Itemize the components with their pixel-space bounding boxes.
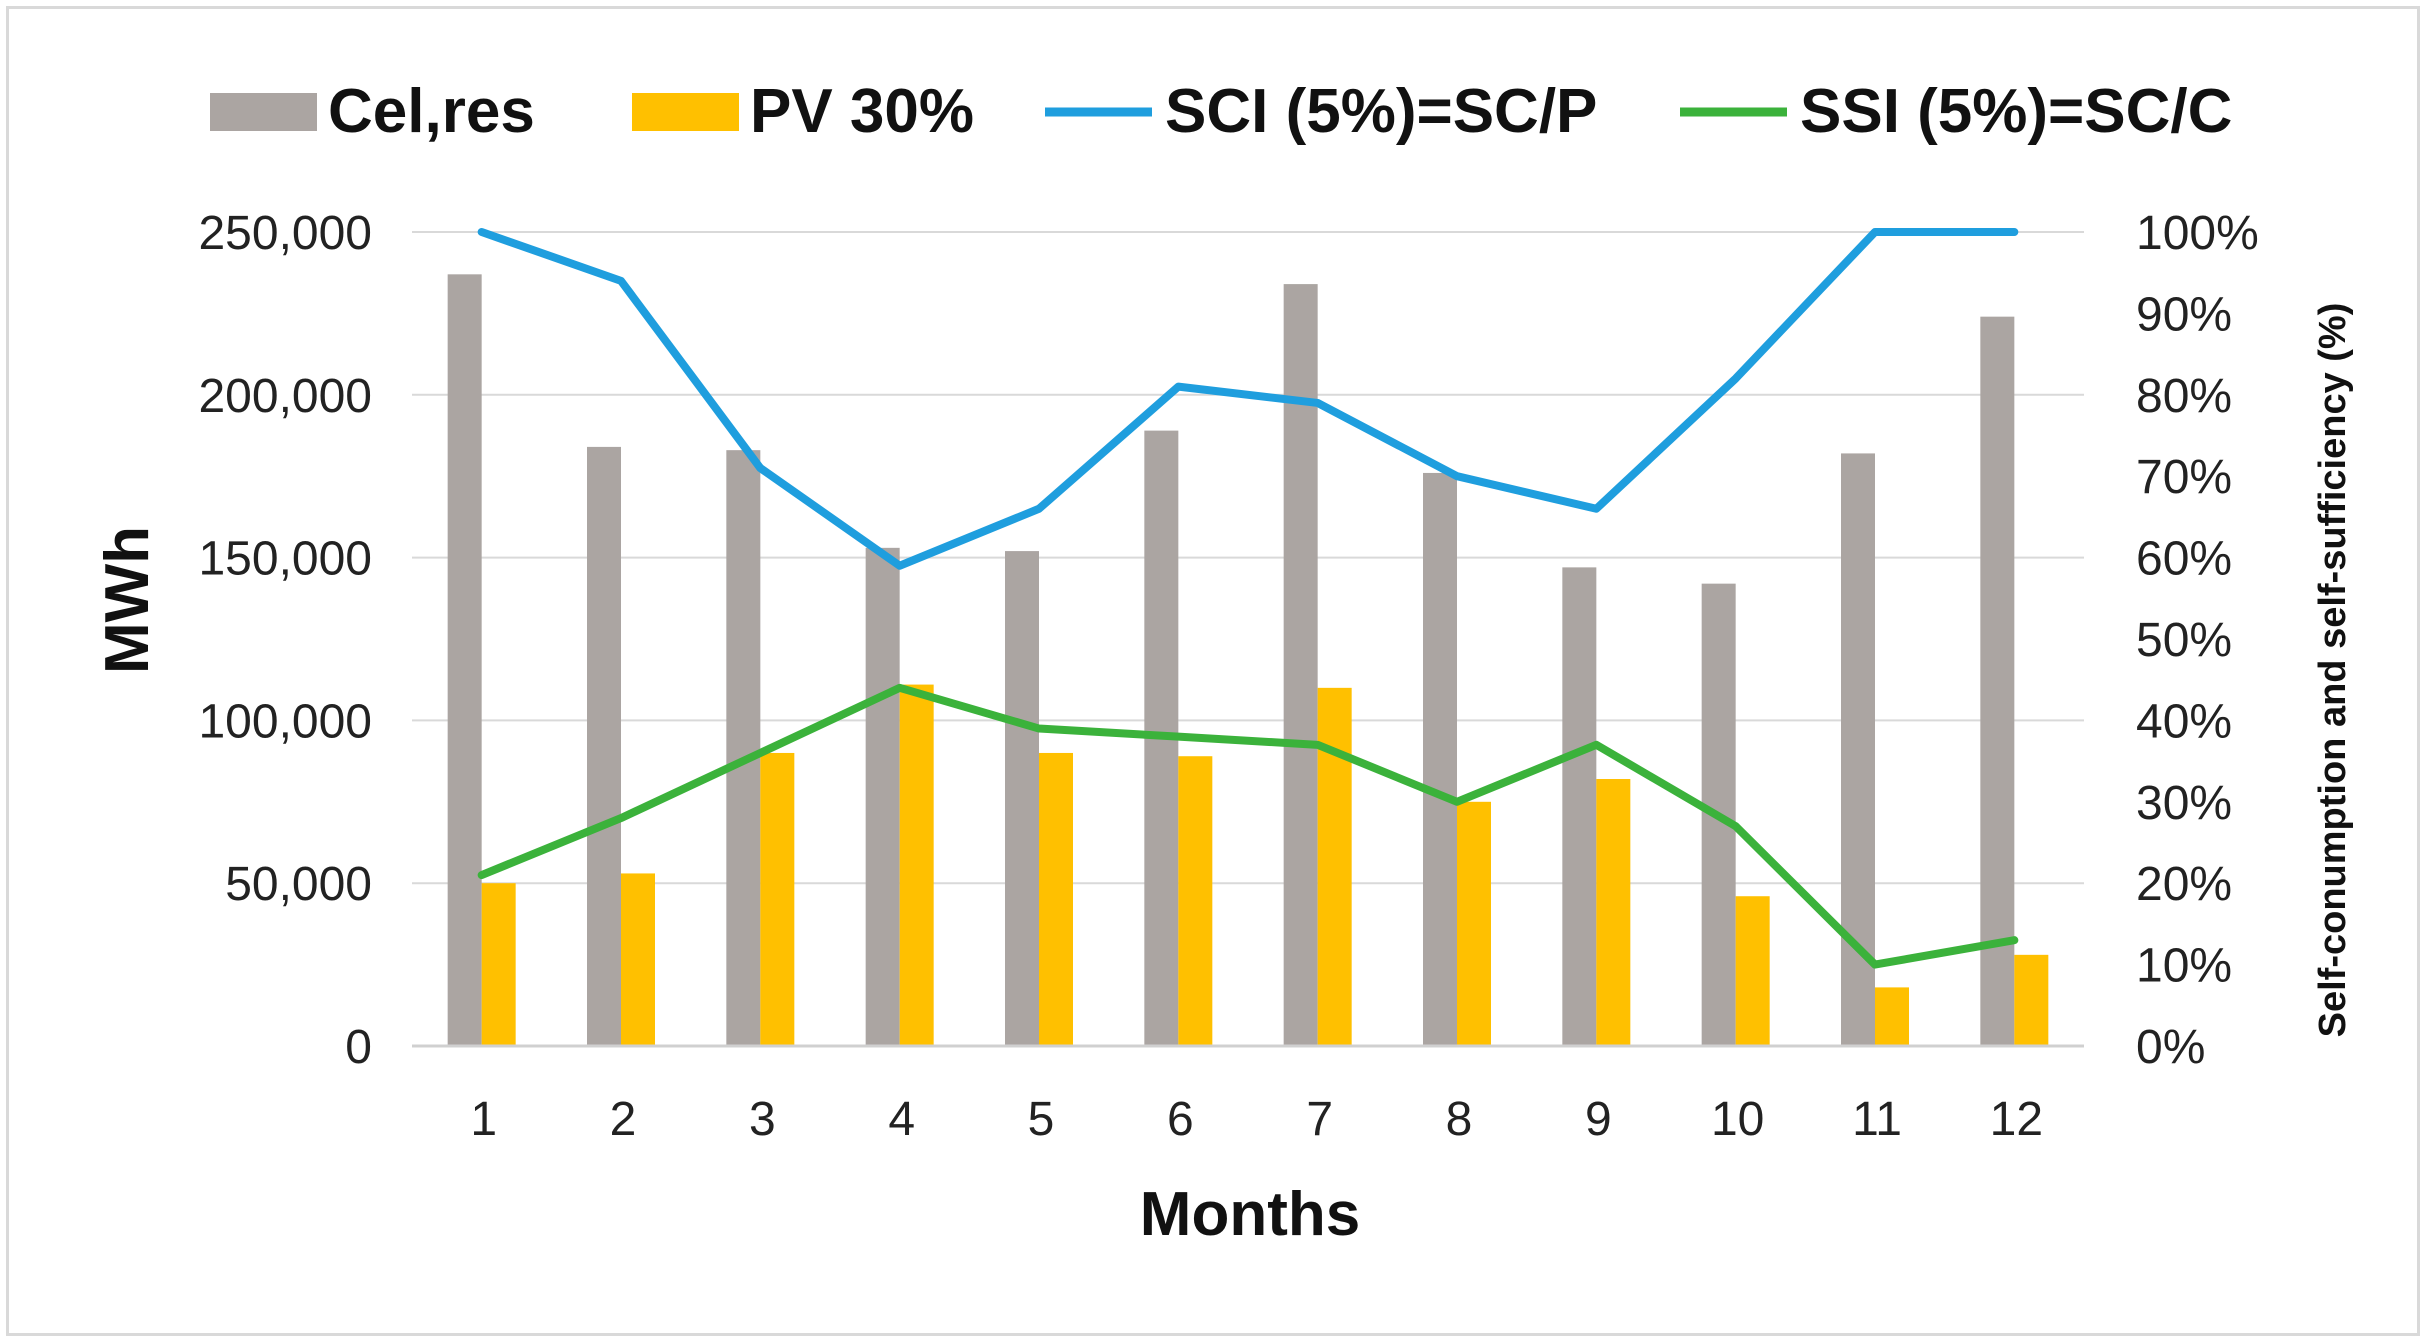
line-ssi	[477, 683, 2019, 969]
bar-pv	[1735, 896, 1770, 1046]
bar-pv	[1875, 987, 1909, 1046]
bar-pv	[760, 752, 795, 1046]
bar-cel-res	[726, 450, 761, 1047]
y-tick-label: 200,000	[198, 370, 372, 423]
y-tick-label: 150,000	[198, 533, 372, 586]
legend-swatch-cel-res	[210, 93, 317, 131]
x-tick-label: 12	[1990, 1093, 2043, 1146]
legend-label-sci: SCI (5%)=SC/P	[1165, 77, 1597, 146]
bar-cel-res	[587, 446, 621, 1046]
y-tick-label: 250,000	[198, 207, 372, 260]
bar-cel-res	[1562, 567, 1597, 1046]
y-axis-ticks: 0 50,000 100,000 150,000 200,000 250,000	[198, 207, 372, 1074]
legend-label-ssi: SSI (5%)=SC/C	[1800, 77, 2232, 146]
bar-cel-res	[1005, 551, 1039, 1046]
y2-tick-label: 0%	[2136, 1021, 2205, 1074]
y-tick-label: 0	[345, 1021, 372, 1074]
series-lines	[477, 228, 2019, 969]
chart-frame	[6, 6, 2420, 1336]
bar-pv	[2014, 954, 2049, 1046]
bar-pv	[1317, 687, 1352, 1046]
bar-cel-res	[1283, 284, 1318, 1046]
bar-pv	[899, 684, 934, 1046]
bar-cel-res	[1423, 472, 1457, 1047]
bar-pv	[1178, 756, 1213, 1046]
x-axis-ticks: 1 2 3 4 5 6 7 8 9 10 11 12	[470, 1093, 2043, 1146]
y2-tick-label: 40%	[2136, 695, 2232, 748]
y-tick-label: 100,000	[198, 695, 372, 748]
bar-cel-res	[447, 274, 482, 1046]
line-sci	[477, 228, 2019, 570]
x-tick-label: 3	[749, 1093, 776, 1146]
legend-label-pv: PV 30%	[750, 77, 974, 146]
bar-pv	[1457, 801, 1491, 1046]
bar-pv	[621, 873, 655, 1046]
y2-tick-label: 20%	[2136, 858, 2232, 911]
x-tick-label: 4	[888, 1093, 915, 1146]
x-tick-label: 9	[1585, 1093, 1612, 1146]
bar-pv	[1039, 752, 1073, 1046]
y2-tick-label: 30%	[2136, 777, 2232, 830]
y2-tick-label: 70%	[2136, 451, 2232, 504]
x-tick-label: 10	[1711, 1093, 1764, 1146]
y2-tick-label: 10%	[2136, 940, 2232, 993]
bar-cel-res	[865, 547, 900, 1046]
bar-pv	[481, 883, 516, 1046]
y2-axis-ticks: 0% 10% 20% 30% 40% 50% 60% 70% 80% 90% 100%	[2136, 207, 2259, 1074]
x-tick-label: 7	[1306, 1093, 1333, 1146]
bar-pv	[1596, 779, 1631, 1046]
x-tick-label: 11	[1852, 1093, 1902, 1146]
legend: Cel,res PV 30% SCI (5%)=SC/P SSI (5%)=SC…	[210, 77, 2232, 146]
x-tick-label: 5	[1028, 1093, 1055, 1146]
legend-swatch-pv	[632, 93, 739, 131]
y2-tick-label: 90%	[2136, 288, 2232, 341]
y2-tick-label: 50%	[2136, 614, 2232, 667]
bar-cel-res	[1980, 316, 2015, 1046]
y2-tick-label: 80%	[2136, 370, 2232, 423]
gridlines	[412, 231, 2084, 885]
legend-label-cel-res: Cel,res	[328, 77, 535, 146]
y2-axis-title: Self-conumption and self-sufficiency (%)	[2312, 303, 2354, 1038]
x-tick-label: 2	[610, 1093, 637, 1146]
x-axis-title: Months	[1140, 1180, 1360, 1249]
bars	[447, 274, 2049, 1047]
y2-tick-label: 100%	[2136, 207, 2259, 260]
y2-tick-label: 60%	[2136, 533, 2232, 586]
y-tick-label: 50,000	[225, 858, 372, 911]
y-axis-title: MWh	[93, 526, 162, 674]
x-tick-label: 6	[1167, 1093, 1194, 1146]
x-tick-label: 1	[470, 1093, 497, 1146]
x-tick-label: 8	[1446, 1093, 1473, 1146]
